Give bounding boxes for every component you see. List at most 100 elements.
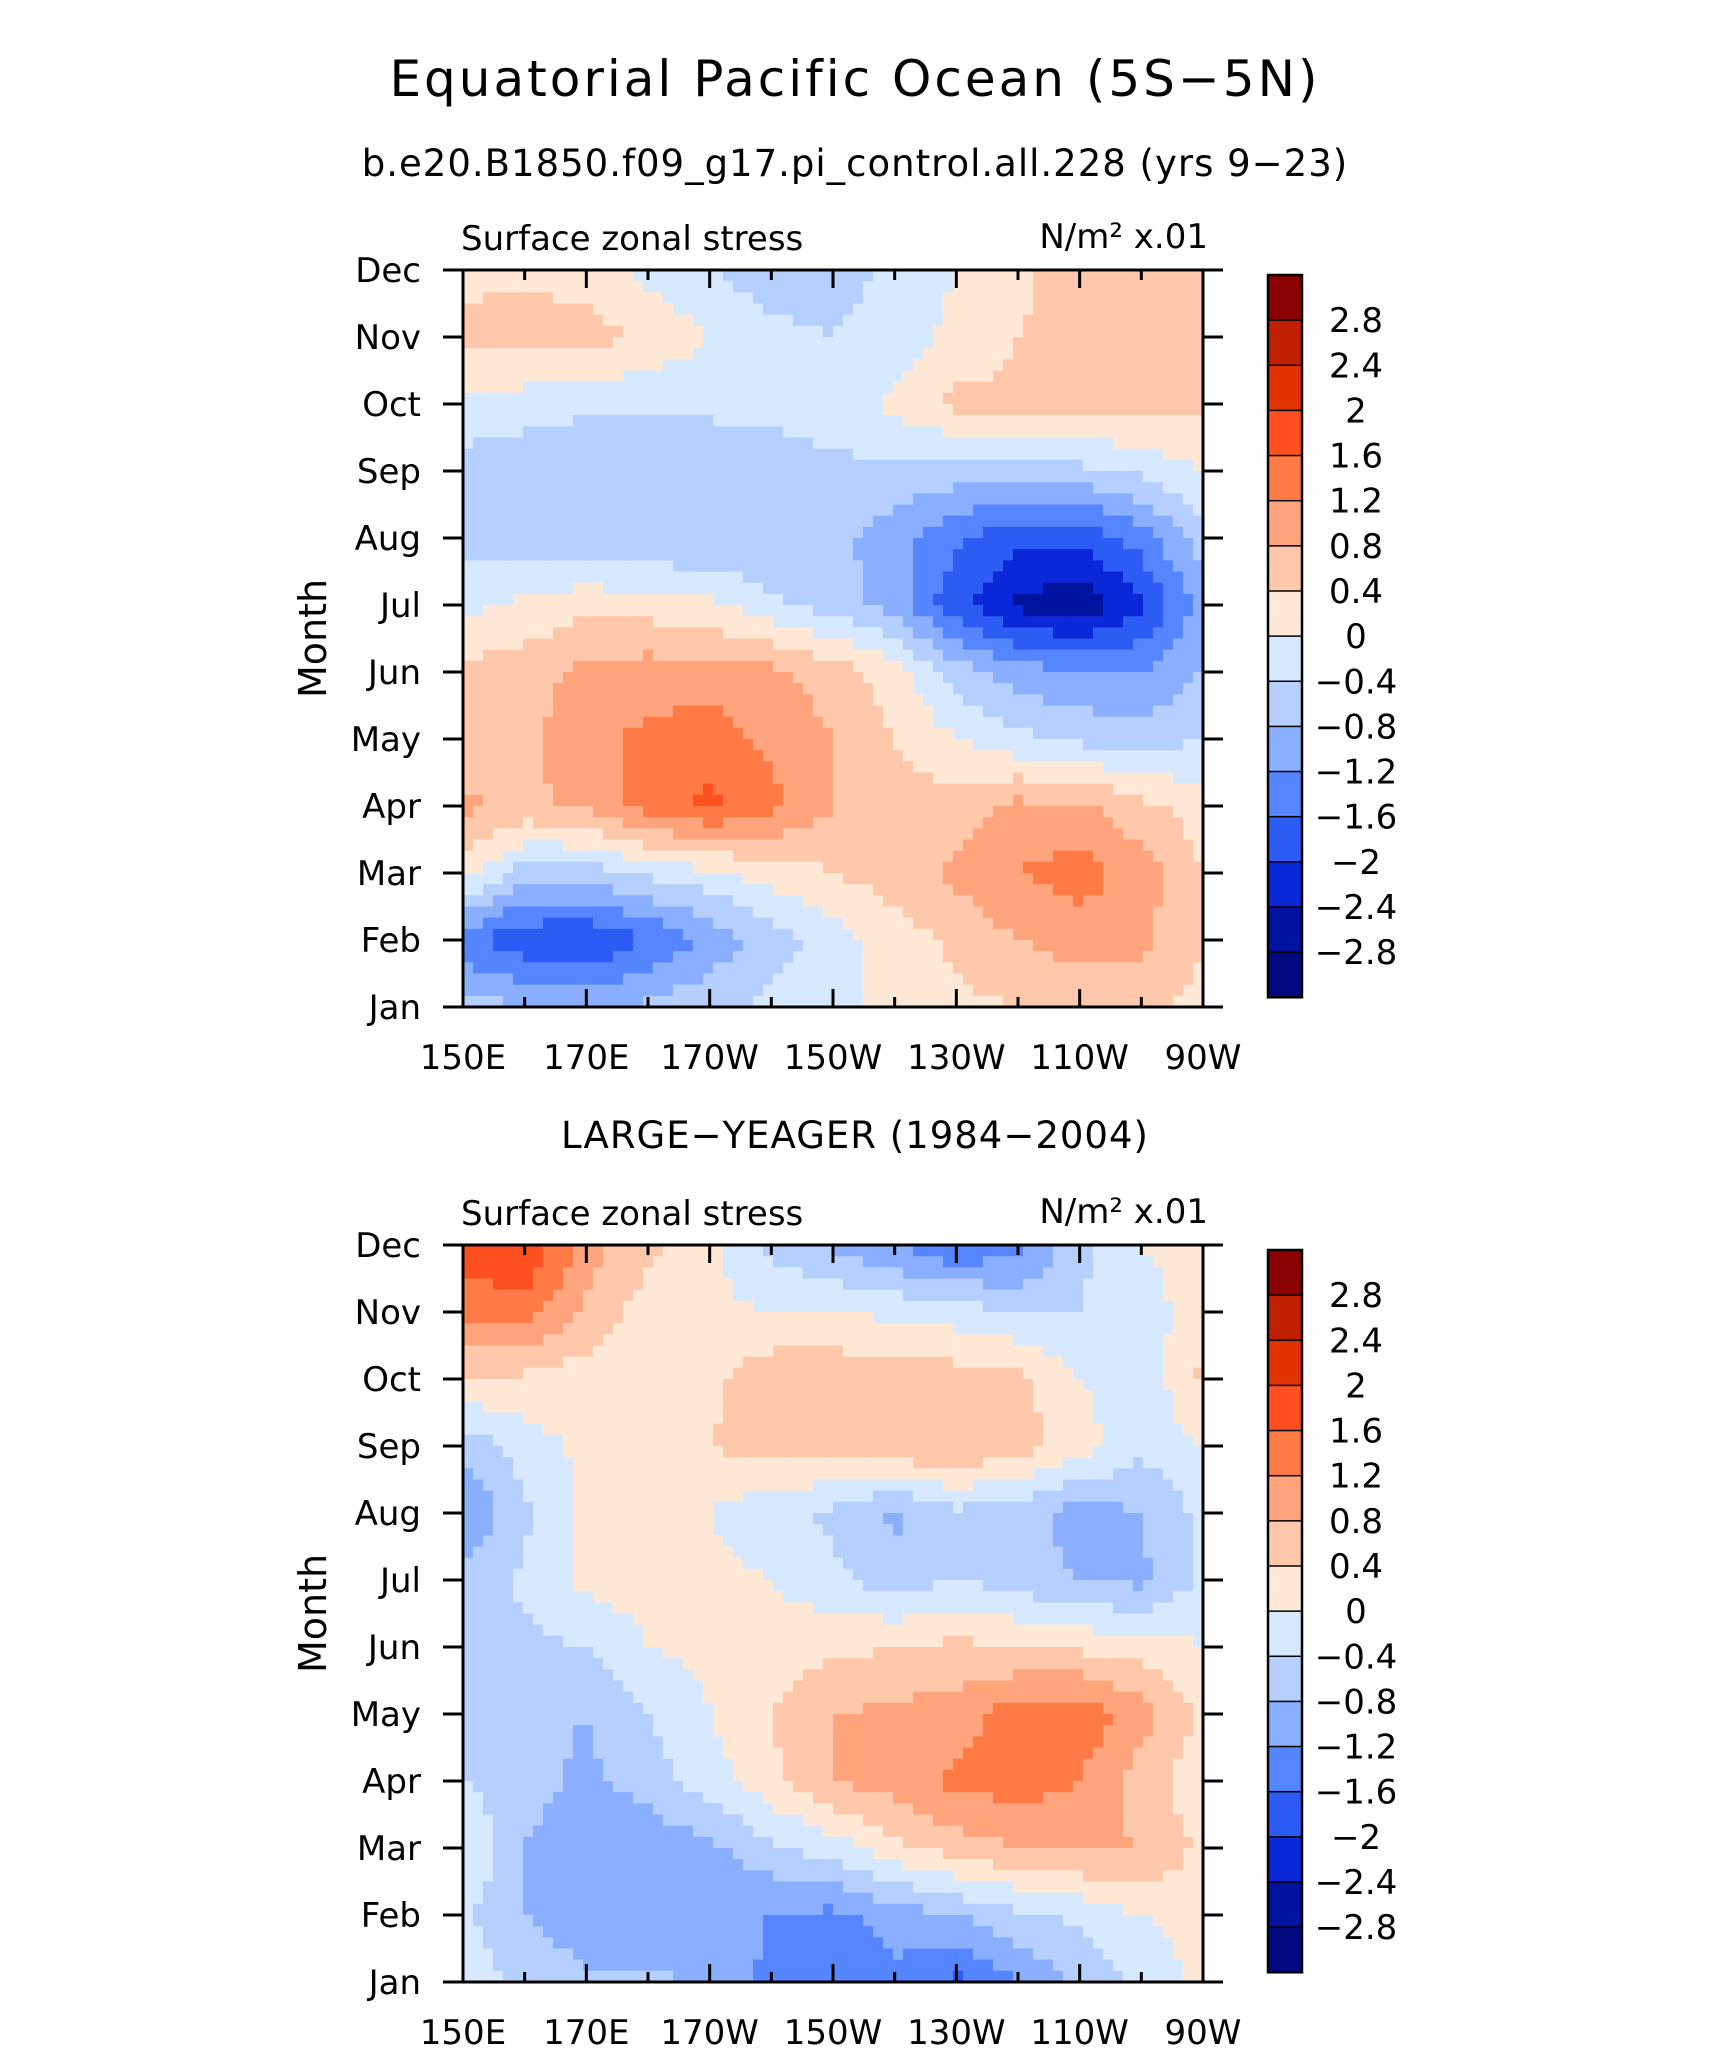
heat-cell: [653, 817, 664, 829]
heat-cell: [783, 560, 794, 573]
heat-cell: [853, 560, 864, 573]
heat-cell: [1173, 504, 1184, 517]
heat-cell: [1093, 560, 1104, 573]
heat-cell: [813, 940, 824, 952]
heat-cell: [753, 649, 764, 662]
heat-cell: [503, 404, 514, 416]
heat-cell: [1043, 392, 1054, 405]
heat-cell: [1083, 861, 1094, 874]
heat-cell: [1173, 638, 1184, 651]
heat-cell: [523, 582, 534, 595]
heat-cell: [1013, 817, 1024, 829]
heat-cell: [593, 303, 604, 316]
heat-cell: [1133, 660, 1144, 673]
heat-cell: [713, 850, 724, 863]
heat-cell: [1003, 951, 1014, 963]
heat-cell: [543, 906, 554, 919]
heat-cell: [763, 482, 774, 494]
heat-cell: [1123, 415, 1134, 427]
heat-cell: [1113, 392, 1124, 405]
heat-cell: [793, 549, 804, 561]
heat-cell: [473, 716, 484, 729]
heat-cell: [803, 493, 814, 506]
heat-cell: [663, 593, 674, 606]
heat-cell: [603, 337, 614, 349]
heat-cell: [883, 482, 894, 494]
heat-cell: [623, 817, 634, 829]
heat-cell: [483, 337, 494, 349]
heat-cell: [473, 281, 484, 293]
heat-cell: [923, 426, 934, 439]
heat-cell: [573, 649, 584, 662]
heat-cell: [1013, 873, 1024, 885]
heat-cell: [1003, 303, 1014, 316]
heat-cell: [903, 482, 914, 494]
heat-cell: [593, 817, 604, 829]
heat-cell: [493, 850, 504, 863]
heat-cell: [693, 772, 704, 785]
heat-cell: [763, 817, 774, 829]
heat-cell: [793, 415, 804, 427]
heat-cell: [1103, 571, 1114, 584]
heat-cell: [603, 538, 614, 550]
heat-cell: [813, 392, 824, 405]
heat-cell: [673, 549, 684, 561]
heat-cell: [573, 884, 584, 896]
heat-cell: [533, 571, 544, 584]
heat-cell: [953, 783, 964, 796]
heat-cell: [563, 973, 574, 986]
heat-cell: [853, 861, 864, 874]
heat-cell: [683, 940, 694, 952]
heat-cell: [643, 638, 654, 651]
heat-cell: [1023, 526, 1034, 539]
heat-cell: [1093, 415, 1104, 427]
heat-cell: [913, 515, 924, 528]
heat-cell: [1183, 526, 1194, 539]
heat-cell: [843, 861, 854, 874]
heat-cell: [923, 739, 934, 751]
heat-cell: [503, 962, 514, 975]
heat-cell: [883, 895, 894, 908]
heat-cell: [743, 303, 754, 316]
heat-cell: [1153, 672, 1164, 684]
heat-cell: [1093, 984, 1104, 997]
heat-cell: [583, 995, 594, 1008]
heat-cell: [793, 348, 804, 360]
heat-cell: [1123, 783, 1134, 796]
heat-cell: [953, 895, 964, 908]
heat-cell: [833, 337, 844, 349]
heat-cell: [573, 750, 584, 762]
heat-cell: [803, 482, 814, 494]
heat-cell: [923, 404, 934, 416]
heat-cell: [953, 638, 964, 651]
heat-cell: [863, 504, 874, 517]
heat-cell: [1003, 593, 1014, 606]
heat-cell: [793, 605, 804, 617]
heat-cell: [1113, 660, 1124, 673]
heat-cell: [983, 281, 994, 293]
heat-cell: [643, 459, 654, 472]
heat-cell: [933, 951, 944, 963]
heat-cell: [943, 381, 954, 394]
heat-cell: [923, 526, 934, 539]
heat-cell: [953, 482, 964, 494]
heat-cell: [753, 270, 764, 282]
heat-cell: [633, 325, 644, 338]
heat-cell: [923, 459, 934, 472]
heat-cell: [1133, 404, 1144, 416]
heat-cell: [603, 750, 614, 762]
heat-cell: [863, 895, 874, 908]
heat-cell: [833, 448, 844, 461]
heat-cell: [1083, 370, 1094, 383]
heat-cell: [663, 850, 674, 863]
colorbar-label: 0.8: [1329, 527, 1383, 567]
heat-cell: [823, 292, 834, 305]
heat-cell: [1033, 281, 1044, 293]
heat-cell: [853, 627, 864, 640]
heat-cell: [1183, 660, 1194, 673]
heat-cell: [1073, 727, 1084, 740]
heat-cell: [1033, 370, 1044, 383]
heat-cell: [633, 270, 644, 282]
heat-cell: [963, 649, 974, 662]
heat-cell: [1153, 984, 1164, 997]
